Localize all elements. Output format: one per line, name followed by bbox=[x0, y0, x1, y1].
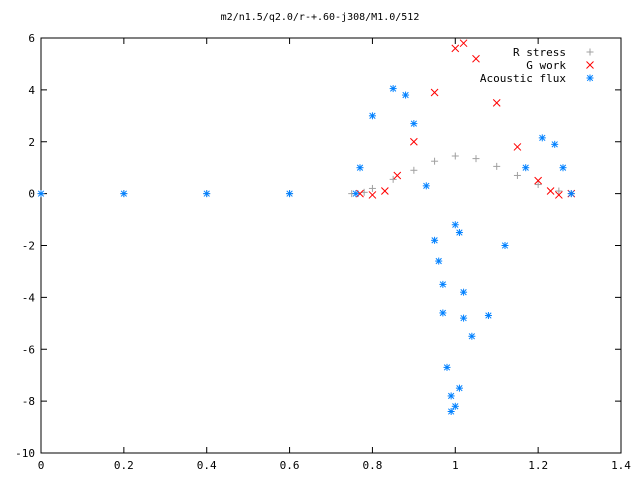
data-point bbox=[460, 288, 468, 296]
y-tick-label: 2 bbox=[28, 136, 35, 149]
data-point bbox=[410, 166, 418, 174]
legend-label: R stress bbox=[513, 46, 566, 59]
x-tick-label: 0.8 bbox=[362, 459, 382, 472]
y-tick-label: -6 bbox=[22, 343, 35, 356]
series-r-stress bbox=[37, 152, 575, 198]
data-point bbox=[492, 98, 501, 107]
data-point bbox=[37, 190, 45, 198]
data-point bbox=[402, 91, 410, 99]
data-point bbox=[286, 190, 294, 198]
legend-marker bbox=[586, 48, 594, 56]
data-point bbox=[522, 164, 530, 172]
data-point bbox=[352, 190, 360, 198]
data-point bbox=[555, 187, 563, 195]
data-point bbox=[501, 242, 509, 249]
chart-title: m2/n1.5/q2.0/r-+.60-j308/M1.0/512 bbox=[221, 12, 420, 23]
x-tick-label: 1.2 bbox=[528, 459, 548, 472]
series-layer bbox=[37, 39, 576, 415]
data-point bbox=[472, 155, 480, 163]
x-tick-label: 0.6 bbox=[280, 459, 300, 472]
data-point bbox=[555, 191, 563, 199]
data-point bbox=[513, 143, 522, 151]
data-point bbox=[451, 152, 459, 160]
y-tick-label: 0 bbox=[28, 188, 35, 201]
legend-marker bbox=[586, 74, 594, 82]
data-point bbox=[559, 164, 567, 172]
y-tick-label: -2 bbox=[22, 240, 35, 253]
x-tick-label: 1.4 bbox=[611, 459, 631, 472]
data-point bbox=[513, 171, 521, 179]
data-point bbox=[439, 280, 447, 288]
x-axis: 0 0.2 0.4 0.6 0.8 1 1.2 1.4 bbox=[38, 38, 631, 472]
data-point bbox=[546, 187, 555, 195]
x-tick-label: 1 bbox=[452, 459, 459, 472]
data-point bbox=[567, 190, 575, 198]
data-point bbox=[455, 384, 463, 392]
data-point bbox=[460, 314, 468, 322]
data-point bbox=[431, 157, 439, 165]
data-point bbox=[120, 190, 128, 198]
legend-marker bbox=[586, 61, 594, 69]
data-point bbox=[430, 88, 439, 97]
data-point bbox=[439, 309, 447, 317]
data-point bbox=[435, 257, 443, 265]
data-point bbox=[203, 190, 211, 198]
data-point bbox=[389, 175, 397, 183]
data-point bbox=[368, 184, 376, 192]
data-point bbox=[431, 236, 439, 244]
data-point bbox=[381, 187, 389, 195]
data-point bbox=[389, 85, 397, 93]
legend-label: G work bbox=[526, 59, 566, 72]
data-point bbox=[472, 54, 480, 63]
x-tick-label: 0.2 bbox=[114, 459, 134, 472]
y-tick-label: 6 bbox=[28, 32, 35, 45]
data-point bbox=[422, 182, 430, 190]
data-point bbox=[447, 392, 455, 400]
legend-label: Acoustic flux bbox=[480, 72, 566, 85]
plot-frame bbox=[40, 37, 622, 454]
data-point bbox=[455, 229, 463, 237]
x-tick-label: 0 bbox=[38, 459, 45, 472]
y-axis: -10 -8 -6 -4 -2 0 2 4 6 bbox=[15, 32, 621, 460]
data-point bbox=[447, 408, 455, 415]
y-tick-label: 4 bbox=[28, 84, 35, 97]
data-point bbox=[459, 39, 468, 48]
data-point bbox=[534, 176, 542, 185]
data-point bbox=[451, 44, 460, 53]
y-tick-label: -10 bbox=[15, 447, 35, 460]
data-point bbox=[410, 120, 418, 128]
data-point bbox=[368, 112, 376, 120]
y-tick-label: -8 bbox=[22, 395, 35, 408]
data-point bbox=[443, 363, 451, 371]
data-point bbox=[493, 162, 501, 170]
data-point bbox=[534, 181, 542, 189]
data-point bbox=[551, 140, 559, 148]
data-point bbox=[451, 402, 459, 410]
data-point bbox=[410, 137, 418, 146]
data-point bbox=[468, 332, 476, 340]
series-acoustic-flux bbox=[37, 85, 575, 415]
data-point bbox=[451, 221, 459, 229]
data-point bbox=[538, 134, 546, 142]
data-point bbox=[393, 171, 402, 180]
data-point bbox=[356, 164, 364, 172]
data-point bbox=[368, 191, 377, 199]
data-point bbox=[484, 312, 492, 320]
y-tick-label: -4 bbox=[22, 291, 36, 304]
x-tick-label: 0.4 bbox=[197, 459, 217, 472]
